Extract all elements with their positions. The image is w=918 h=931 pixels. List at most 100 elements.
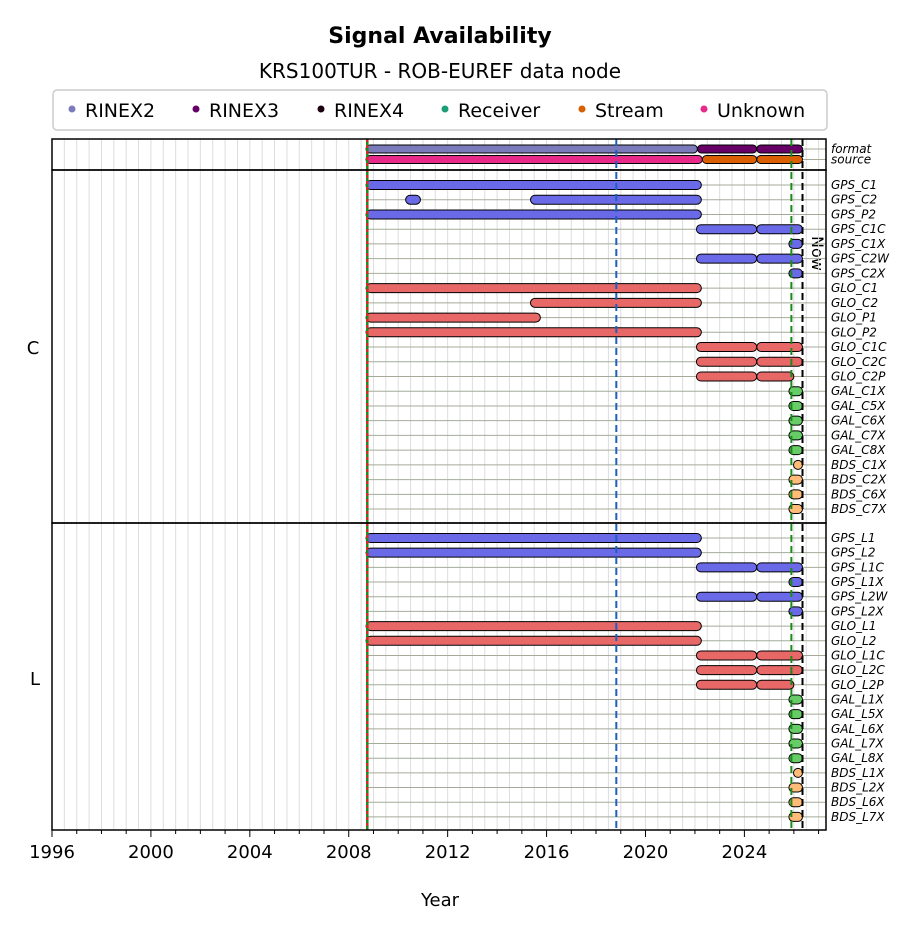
- panel-frame-2: [51, 522, 827, 831]
- bar-glo_c2p: [756, 371, 795, 382]
- row-label: GPS_C1X: [831, 237, 886, 251]
- row-label: GLO_P2: [831, 325, 877, 339]
- row-label: GPS_C2X: [831, 266, 886, 280]
- row-label: GLO_L2P: [831, 678, 884, 692]
- legend-label: Receiver: [458, 100, 540, 122]
- row-label: source: [831, 153, 871, 167]
- row-label: GPS_L2W: [831, 590, 888, 604]
- legend-marker: [700, 105, 708, 113]
- chart-subtitle: KRS100TUR - ROB-EUREF data node: [259, 59, 621, 83]
- row-label: GLO_C2C: [831, 355, 887, 369]
- legend-marker: [578, 105, 586, 113]
- row-label: BDS_C6X: [831, 487, 887, 501]
- row-label: GPS_L1: [831, 531, 875, 545]
- legend-label: Unknown: [717, 100, 805, 122]
- x-tick-label: 2016: [524, 842, 570, 863]
- panel-frame-0: [51, 138, 827, 171]
- row-label: GLO_L1C: [831, 648, 885, 662]
- row-label: GAL_C7X: [831, 428, 886, 442]
- bar-glo_c2p: [695, 371, 758, 382]
- bar-glo_l1c: [756, 650, 804, 661]
- legend: RINEX2 RINEX3 RINEX4 Receiver Stream Unknown: [52, 89, 828, 131]
- bar-gps_c1: [365, 180, 702, 190]
- row-label: GPS_L2: [831, 546, 875, 560]
- row-label: GAL_C5X: [831, 399, 886, 413]
- row-label: GLO_P1: [831, 311, 877, 325]
- chart-title: Signal Availability: [328, 24, 551, 49]
- row-label: BDS_L2X: [831, 781, 885, 795]
- bar-gps_c1c: [695, 224, 758, 235]
- row-label: GLO_L2C: [831, 663, 885, 677]
- bar-gps_p2: [365, 209, 702, 220]
- bar-gps_l1: [365, 533, 702, 543]
- x-tick-label: 2000: [128, 842, 174, 863]
- bar-gps_l2w: [695, 591, 758, 602]
- bar-source: [756, 155, 804, 164]
- x-tick-label: 2004: [227, 842, 273, 863]
- row-label: BDS_L1X: [831, 766, 885, 780]
- row-label: GLO_C1: [831, 281, 878, 295]
- row-label: GPS_L1X: [831, 575, 884, 589]
- bar-glo_c2c: [695, 356, 758, 367]
- legend-marker: [317, 105, 325, 113]
- bar-glo_p2: [365, 327, 702, 338]
- bar-gps_c2w: [695, 253, 758, 264]
- bar-glo_l1c: [695, 650, 758, 661]
- bar-glo_p1: [365, 312, 541, 323]
- bar-glo_l2p: [695, 679, 758, 690]
- bar-glo_l2c: [756, 665, 804, 676]
- row-label: GPS_C2W: [831, 252, 890, 266]
- row-label: GPS_L2X: [831, 604, 884, 618]
- row-label: GPS_P2: [831, 207, 876, 221]
- bar-gps_c2: [405, 194, 421, 205]
- legend-marker: [192, 105, 200, 113]
- row-label: GPS_L1C: [831, 560, 884, 574]
- row-label: BDS_L7X: [831, 810, 885, 824]
- row-label: GAL_L1X: [831, 692, 885, 706]
- row-label: BDS_C2X: [831, 473, 887, 487]
- bar-bds_c1x: [793, 459, 804, 470]
- legend-marker: [68, 105, 76, 113]
- bar-glo_c2c: [756, 356, 804, 367]
- row-label: GLO_C2: [831, 296, 878, 310]
- x-tick-label: 2020: [623, 842, 669, 863]
- row-label: GAL_L7X: [831, 737, 885, 751]
- bar-glo_c1c: [695, 342, 758, 353]
- now-label: Now: [808, 236, 827, 271]
- bar-gps_l1c: [756, 562, 804, 573]
- bar-gps_l2w: [756, 591, 804, 602]
- row-label: GAL_L5X: [831, 707, 885, 721]
- bar-glo_l2c: [695, 665, 758, 676]
- bar-glo_c1: [365, 283, 702, 294]
- bar-format: [696, 144, 758, 154]
- row-label: GPS_C1C: [831, 222, 886, 236]
- row-label: GLO_L1: [831, 619, 876, 633]
- x-tick-label: 1996: [29, 842, 75, 863]
- row-label: GAL_C1X: [831, 384, 886, 398]
- panel-label-c: C: [27, 338, 40, 359]
- x-axis-label: Year: [420, 890, 460, 911]
- row-label: format: [831, 142, 873, 156]
- row-label: GLO_C2P: [831, 369, 886, 383]
- legend-label: RINEX3: [209, 100, 279, 122]
- bar-gps_l2: [365, 547, 702, 558]
- row-label: BDS_C7X: [831, 502, 887, 516]
- row-label: GAL_L8X: [831, 751, 885, 765]
- row-label: GPS_C2: [831, 193, 877, 207]
- legend-marker: [441, 105, 449, 113]
- row-label: GPS_C1: [831, 178, 877, 192]
- legend-label: RINEX4: [334, 100, 404, 122]
- legend-box: [52, 89, 828, 131]
- bar-glo_l1: [365, 621, 702, 632]
- bar-glo_c1c: [756, 342, 804, 353]
- x-tick-label: 2008: [326, 842, 372, 863]
- row-label: GAL_L6X: [831, 722, 885, 736]
- bar-gps_l1c: [695, 562, 758, 573]
- row-label: GAL_C8X: [831, 443, 886, 457]
- bar-source: [365, 155, 703, 164]
- bar-glo_l2p: [756, 679, 795, 690]
- legend-label: Stream: [595, 100, 664, 122]
- panel-label-l: L: [30, 669, 40, 690]
- bar-source: [701, 155, 758, 164]
